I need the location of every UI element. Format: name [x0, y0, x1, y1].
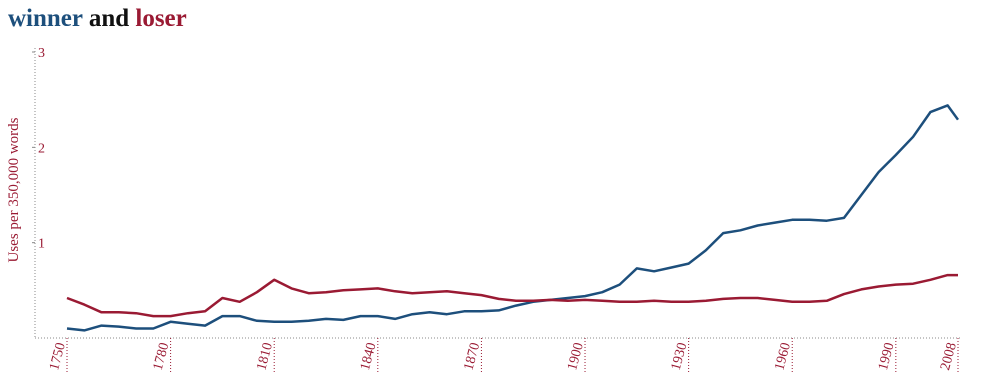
y-tick-label: 3 [38, 46, 45, 61]
series-line [66, 273, 958, 318]
title-series-name: loser [135, 5, 186, 32]
x-tick-label: 1780 [151, 341, 173, 372]
x-tick-label: 1960 [772, 341, 794, 372]
y-tick-label: 2 [38, 141, 45, 156]
chart-title: winner and loser [8, 5, 187, 32]
x-tick-label: 2008 [938, 341, 960, 372]
x-tick-label: 1840 [358, 341, 380, 372]
x-tick-label: 1930 [669, 341, 691, 372]
x-tick-label: 1870 [462, 341, 484, 372]
series-line [66, 104, 960, 332]
title-join: and [89, 5, 129, 32]
y-axis-label: Uses per 350,000 words [6, 117, 22, 262]
x-tick-label: 1990 [876, 341, 898, 372]
x-tick-label: 1810 [254, 341, 276, 372]
x-tick-label: 1750 [47, 341, 69, 372]
title-series-name: winner [8, 5, 83, 32]
x-tick-label: 1900 [565, 341, 587, 372]
y-tick-label: 1 [38, 237, 45, 252]
